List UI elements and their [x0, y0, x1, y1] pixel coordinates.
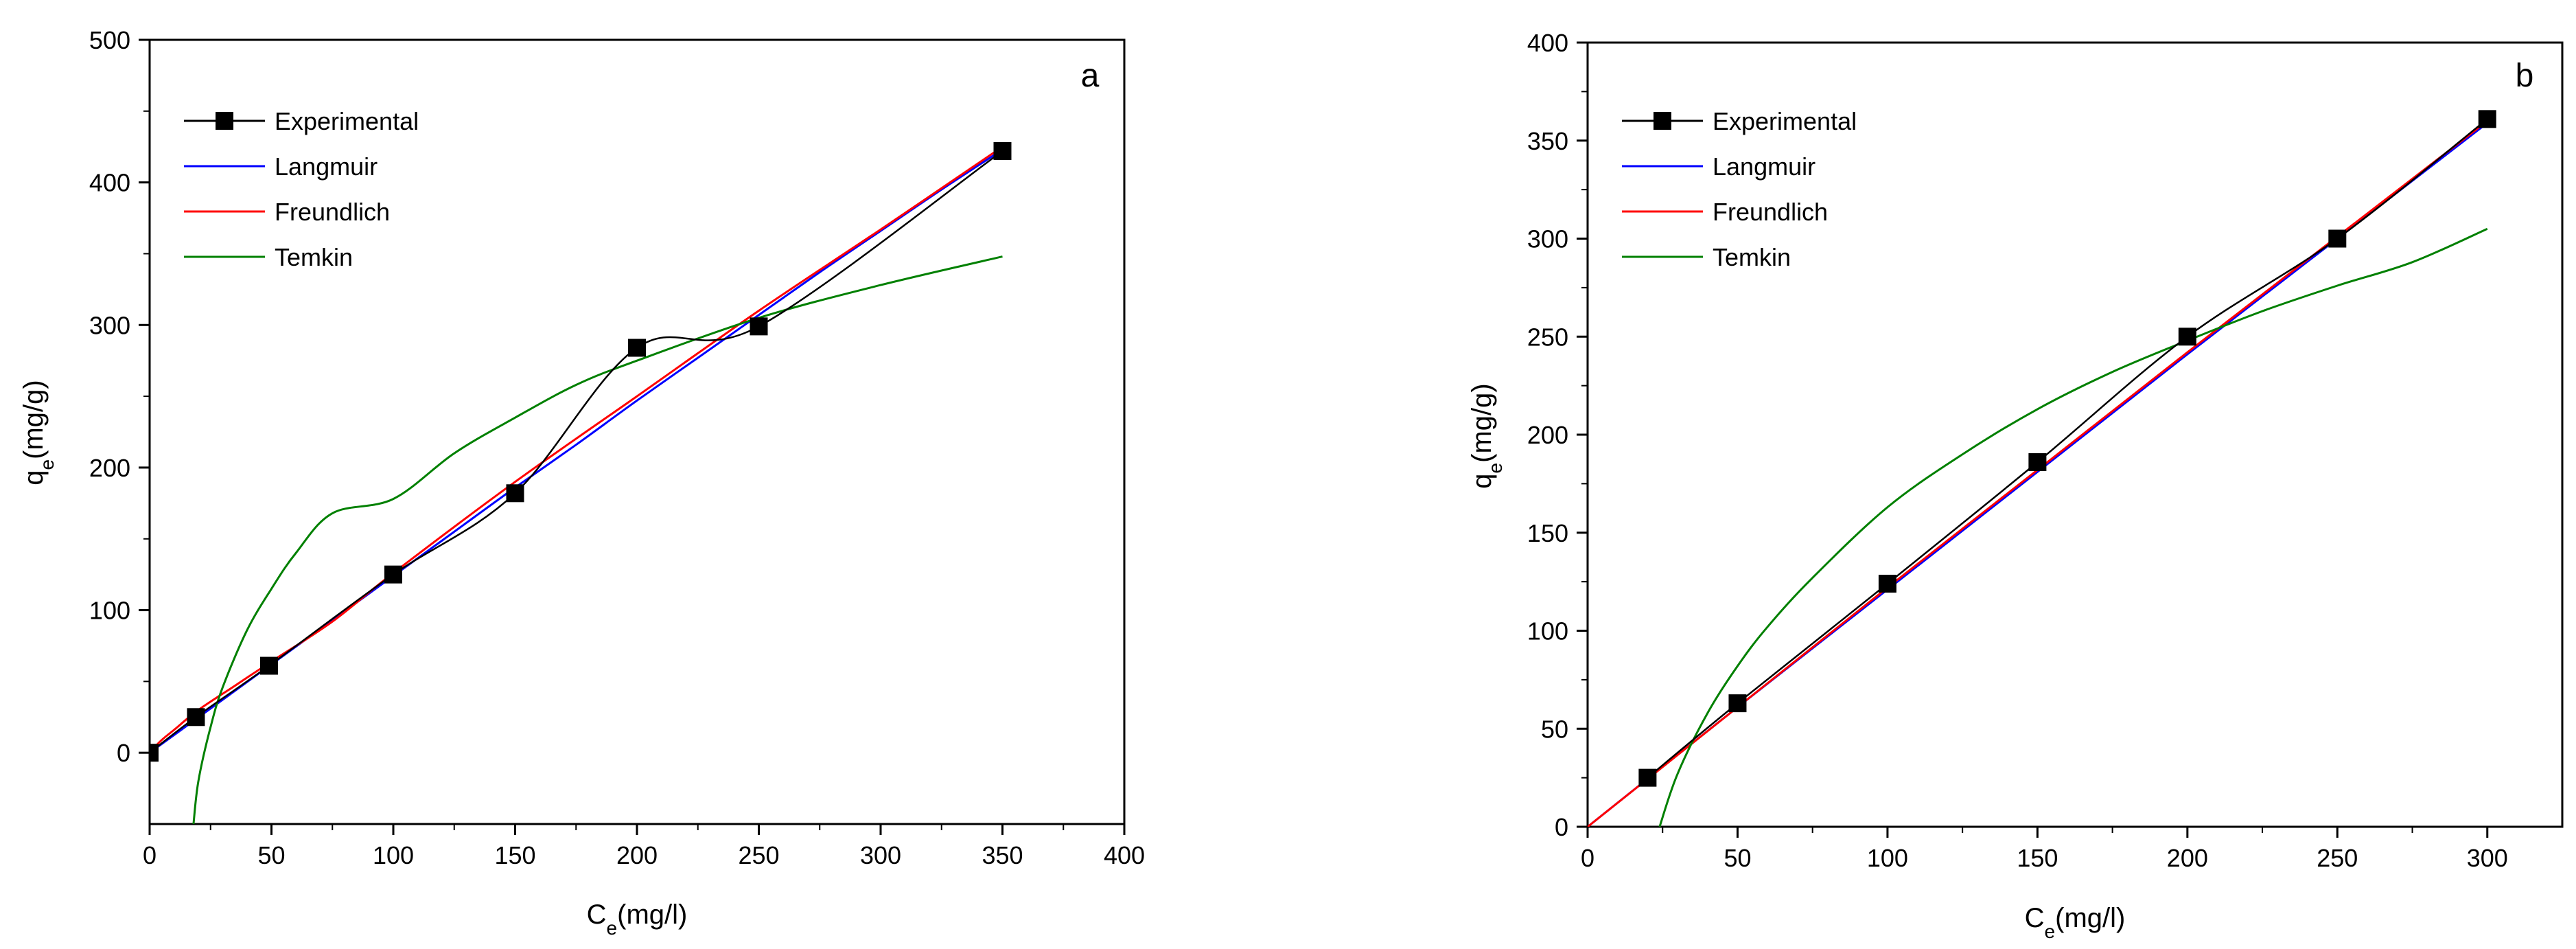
y-tick-label-b-150: 150 — [1527, 519, 1568, 547]
chart-panel-b: 0 50 100 150 200 250 300 0 50 100 150 200 250 300 350 4… — [1467, 29, 2564, 942]
data-point-a-6 — [750, 317, 768, 336]
x-tick-label-a-50: 50 — [257, 841, 285, 869]
y-axis-title-a: qe(mg/g) — [19, 380, 58, 485]
ticks-layer-b: 0 50 100 150 200 250 300 0 50 100 150 200 250 300 350 4… — [1527, 29, 2508, 872]
y-tick-label-a-200: 200 — [89, 454, 130, 482]
x-tick-label-a-200: 200 — [616, 841, 658, 869]
data-point-a-4 — [506, 484, 524, 503]
data-point-a-5 — [628, 339, 646, 357]
panel-letter-a: a — [1081, 58, 1100, 94]
x-tick-label-b-300: 300 — [2467, 844, 2508, 872]
x-tick-label-a-300: 300 — [860, 841, 901, 869]
data-point-a-2 — [259, 656, 278, 675]
data-point-a-0 — [150, 744, 159, 762]
legend-label-b-temkin: Temkin — [1713, 243, 1791, 271]
data-point-b-1 — [1728, 694, 1747, 713]
legend-marker-a — [216, 112, 233, 130]
y-tick-label-b-200: 200 — [1527, 421, 1568, 449]
x-axis-title-b: Ce(mg/l) — [2025, 903, 2126, 942]
x-tick-label-a-400: 400 — [1104, 841, 1145, 869]
legend-label-a-langmuir: Langmuir — [275, 152, 378, 181]
x-tick-label-a-250: 250 — [738, 841, 779, 869]
legend-marker-b — [1653, 112, 1671, 130]
legend-label-a-temkin: Temkin — [275, 243, 353, 271]
x-tick-label-b-200: 200 — [2167, 844, 2208, 872]
y-tick-label-b-50: 50 — [1541, 715, 1568, 743]
y-tick-label-a-500: 500 — [89, 26, 130, 54]
legend-label-b-langmuir: Langmuir — [1713, 152, 1815, 181]
data-point-b-0 — [1638, 768, 1657, 787]
x-tick-label-a-350: 350 — [982, 841, 1023, 869]
y-tick-label-a-0: 0 — [117, 739, 130, 767]
y-tick-label-a-300: 300 — [89, 311, 130, 339]
legend-label-b-freundlich: Freundlich — [1713, 198, 1828, 226]
series-layer-b — [1588, 110, 2496, 827]
x-tick-label-a-0: 0 — [143, 841, 156, 869]
legend-b: Experimental Langmuir Freundlich Temkin — [1622, 107, 1857, 271]
data-point-b-2 — [1878, 574, 1896, 593]
y-tick-label-b-400: 400 — [1527, 29, 1568, 57]
legend-label-a-freundlich: Freundlich — [275, 198, 390, 226]
ticks-layer-a: 0 50 100 150 200 250 300 350 400 0 100 200 300 400 500 — [89, 26, 1145, 869]
data-point-b-5 — [2328, 229, 2347, 248]
legend-label-b-experimental: Experimental — [1713, 107, 1857, 135]
data-point-b-6 — [2478, 110, 2496, 128]
data-point-a-3 — [384, 565, 402, 584]
x-tick-label-b-150: 150 — [2017, 844, 2058, 872]
y-tick-label-a-100: 100 — [89, 597, 130, 625]
x-tick-label-b-50: 50 — [1724, 844, 1751, 872]
y-tick-label-b-350: 350 — [1527, 127, 1568, 155]
x-tick-label-a-100: 100 — [373, 841, 414, 869]
data-point-b-3 — [2028, 453, 2047, 471]
x-axis-title-a: Ce(mg/l) — [587, 900, 688, 939]
y-tick-label-b-100: 100 — [1527, 617, 1568, 645]
x-tick-label-b-100: 100 — [1867, 844, 1908, 872]
y-tick-label-b-250: 250 — [1527, 323, 1568, 351]
x-tick-label-b-250: 250 — [2317, 844, 2358, 872]
y-tick-label-b-300: 300 — [1527, 225, 1568, 253]
y-tick-label-a-400: 400 — [89, 169, 130, 197]
x-tick-label-b-0: 0 — [1581, 844, 1594, 872]
y-axis-title-b: qe(mg/g) — [1467, 383, 1506, 488]
data-point-a-1 — [187, 708, 205, 727]
data-point-b-4 — [2178, 328, 2196, 346]
chart-panel-a: 0 50 100 150 200 250 300 350 400 0 100 200 300 400 500… — [19, 26, 1145, 939]
series-layer-a — [150, 141, 1012, 824]
legend-label-a-experimental: Experimental — [275, 107, 419, 135]
series-line-b-temkin — [1658, 227, 2488, 827]
data-point-a-7 — [993, 141, 1012, 160]
panel-letter-b: b — [2516, 58, 2534, 94]
legend-a: Experimental Langmuir Freundlich Temkin — [184, 107, 419, 271]
x-tick-label-a-150: 150 — [494, 841, 535, 869]
y-tick-label-b-0: 0 — [1555, 813, 1568, 841]
